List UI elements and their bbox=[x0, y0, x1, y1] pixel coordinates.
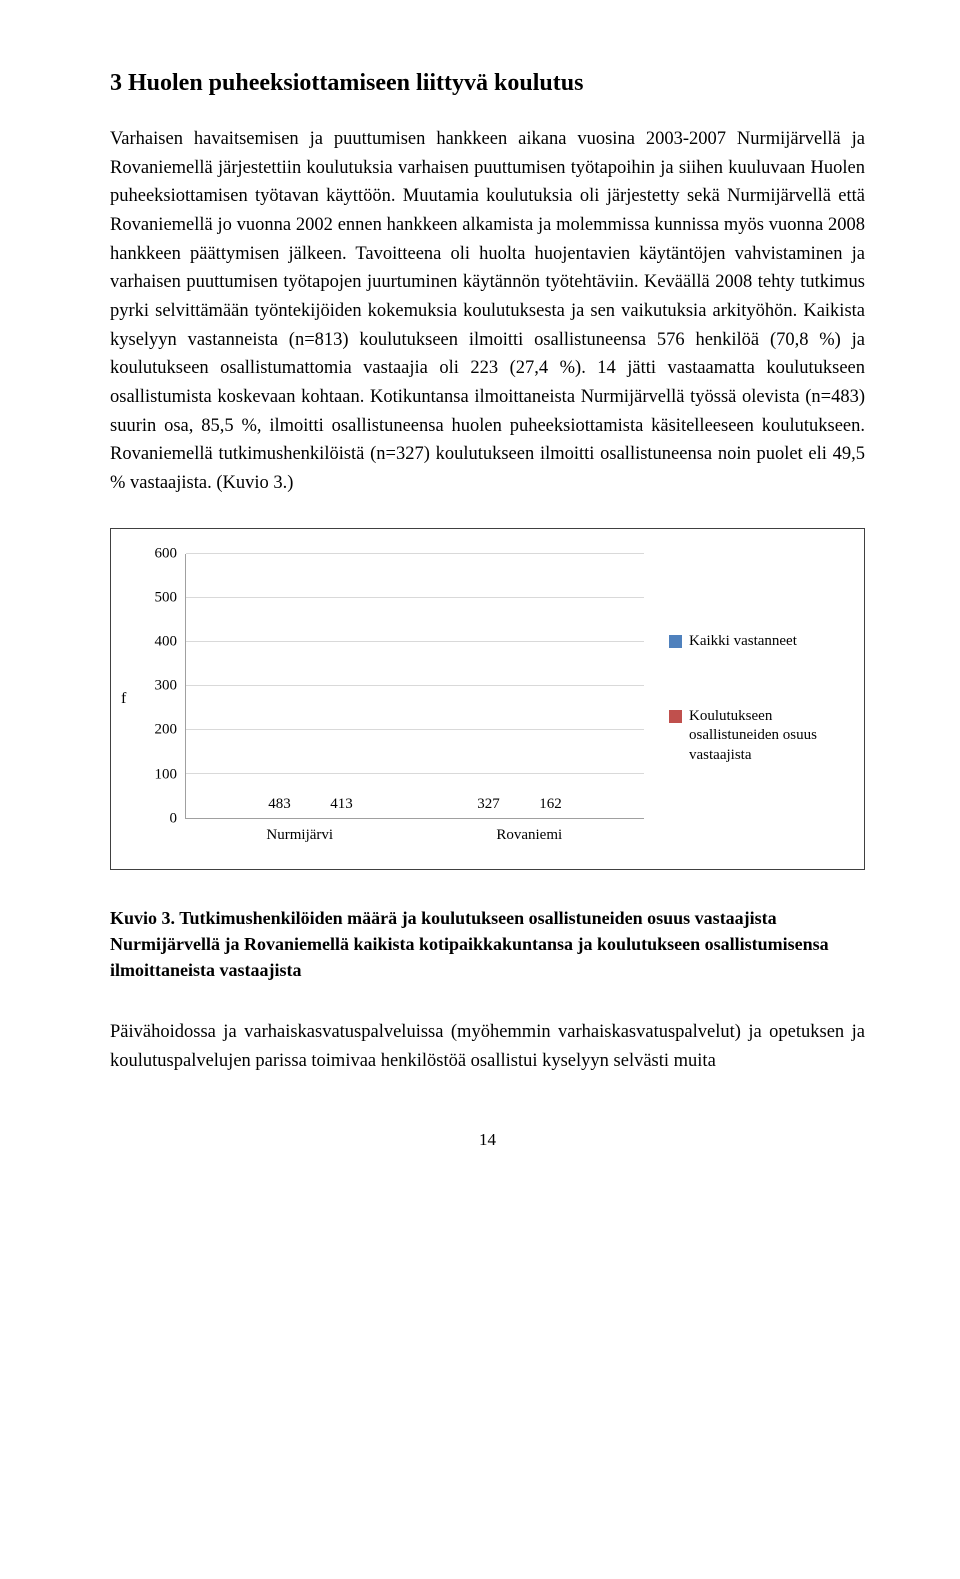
y-axis-label: f bbox=[121, 690, 126, 708]
bar-value-label: 413 bbox=[330, 796, 353, 813]
legend-swatch bbox=[669, 635, 682, 648]
bar-value-label: 327 bbox=[477, 796, 500, 813]
y-tick: 300 bbox=[155, 678, 178, 695]
legend-swatch bbox=[669, 710, 682, 723]
caption-text: Tutkimushenkilöiden määrä ja koulutuksee… bbox=[110, 908, 829, 980]
x-axis-labels: NurmijärviRovaniemi bbox=[141, 827, 644, 844]
body-paragraph: Varhaisen havaitsemisen ja puuttumisen h… bbox=[110, 125, 865, 498]
x-tick-label: Nurmijärvi bbox=[185, 827, 415, 844]
gridline bbox=[186, 597, 644, 598]
legend-item: Kaikki vastanneet bbox=[669, 632, 834, 652]
legend-item: Koulutukseen osallistuneiden osuus vasta… bbox=[669, 707, 834, 766]
figure-caption: Kuvio 3. Tutkimushenkilöiden määrä ja ko… bbox=[110, 905, 865, 983]
chart-plot: 483 413 327 162 bbox=[185, 554, 644, 819]
gridline bbox=[186, 641, 644, 642]
bar-value-label: 483 bbox=[268, 796, 291, 813]
trailing-paragraph: Päivähoidossa ja varhaiskasvatuspalvelui… bbox=[110, 1018, 865, 1075]
section-heading: 3 Huolen puheeksiottamiseen liittyvä kou… bbox=[110, 70, 865, 97]
y-tick: 0 bbox=[170, 810, 178, 827]
y-tick: 500 bbox=[155, 589, 178, 606]
legend-label: Kaikki vastanneet bbox=[689, 632, 797, 652]
y-axis: 0100200300400500600 bbox=[141, 554, 185, 819]
chart-legend: Kaikki vastanneet Koulutukseen osallistun… bbox=[644, 554, 834, 844]
caption-lead: Kuvio 3. bbox=[110, 908, 179, 928]
y-tick: 400 bbox=[155, 634, 178, 651]
y-tick: 200 bbox=[155, 722, 178, 739]
gridline bbox=[186, 729, 644, 730]
gridline bbox=[186, 773, 644, 774]
y-tick: 100 bbox=[155, 766, 178, 783]
legend-label: Koulutukseen osallistuneiden osuus vasta… bbox=[689, 707, 834, 766]
gridline bbox=[186, 553, 644, 554]
x-tick-label: Rovaniemi bbox=[415, 827, 645, 844]
page-number: 14 bbox=[110, 1130, 865, 1150]
chart-container: f 0 100 200 300 400 500 600 483 413 327 162 Nurmi… bbox=[110, 528, 865, 870]
bar-value-label: 162 bbox=[539, 796, 562, 813]
y-tick: 600 bbox=[155, 545, 178, 562]
gridline bbox=[186, 685, 644, 686]
